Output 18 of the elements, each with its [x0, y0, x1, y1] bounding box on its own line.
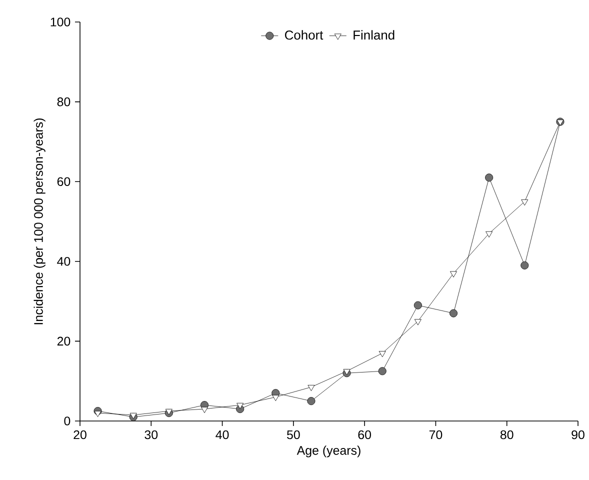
y-tick-label: 80 — [57, 97, 70, 106]
y-tick-label: 100 — [50, 18, 70, 26]
y-tick-label: 60 — [57, 177, 70, 186]
x-tick-label: 90 — [572, 430, 584, 440]
x-tick-label: 60 — [358, 430, 372, 440]
x-tick-label: 40 — [216, 430, 229, 440]
y-tick-label: 0 — [64, 416, 70, 426]
x-tick-label: 20 — [74, 430, 86, 440]
legend-label: Finland — [354, 30, 394, 40]
x-tick-label: 70 — [429, 430, 442, 440]
x-tick-label: 30 — [144, 430, 158, 440]
x-tick-label: 80 — [500, 430, 514, 440]
y-tick-label: 20 — [57, 336, 70, 346]
y-axis-title: Incidence (per 100 000 person-years) — [34, 118, 46, 324]
y-tick-label: 40 — [57, 256, 70, 266]
legend-label: Cohort — [284, 30, 324, 40]
x-axis-title: Age (years) — [296, 446, 360, 458]
x-tick-label: 50 — [287, 430, 300, 440]
